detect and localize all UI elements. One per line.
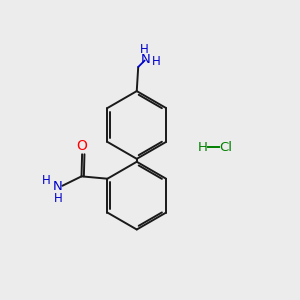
Text: H: H [140,43,148,56]
Text: H: H [152,56,160,68]
Text: Cl: Cl [219,141,232,154]
Text: H: H [54,192,62,205]
Text: H: H [42,174,51,187]
Text: H: H [198,141,208,154]
Text: O: O [77,139,88,153]
Text: N: N [53,180,63,193]
Text: N: N [140,53,150,66]
